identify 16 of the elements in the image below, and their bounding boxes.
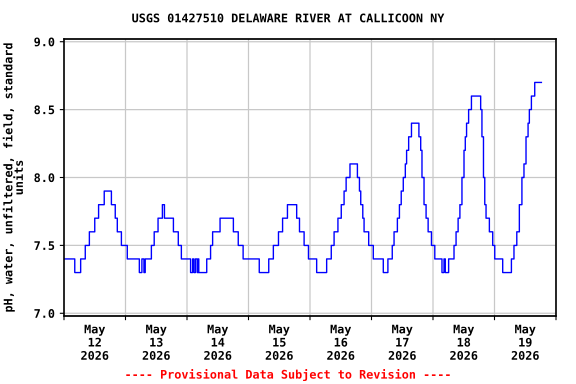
x-tick-label: May 16 2026 [327, 324, 354, 360]
x-tick-label: May 12 2026 [81, 324, 108, 360]
x-tick-label: May 17 2026 [388, 324, 416, 360]
x-tick-label: May 13 2026 [142, 324, 170, 360]
x-tick-label: May 19 2026 [512, 324, 539, 360]
x-tick-label: May 14 2026 [204, 324, 232, 360]
x-tick-label: May 18 2026 [450, 324, 478, 360]
y-tick-label: 7.0 [34, 309, 54, 318]
x-tick-label: May 15 2026 [266, 324, 293, 360]
y-tick-label: 8.5 [34, 105, 54, 114]
y-tick-label: 7.5 [34, 241, 54, 250]
y-tick-label: 9.0 [34, 37, 54, 46]
y-tick-label: 8.0 [34, 173, 54, 182]
text: ---- Provisional Data Subject to Revision ---- [126, 368, 450, 382]
y-axis-title: pH, water, unfiltered, field, standard units [2, 43, 24, 312]
chart-title: USGS 01427510 DELAWARE RIVER AT CALLICOON NY [132, 13, 444, 22]
